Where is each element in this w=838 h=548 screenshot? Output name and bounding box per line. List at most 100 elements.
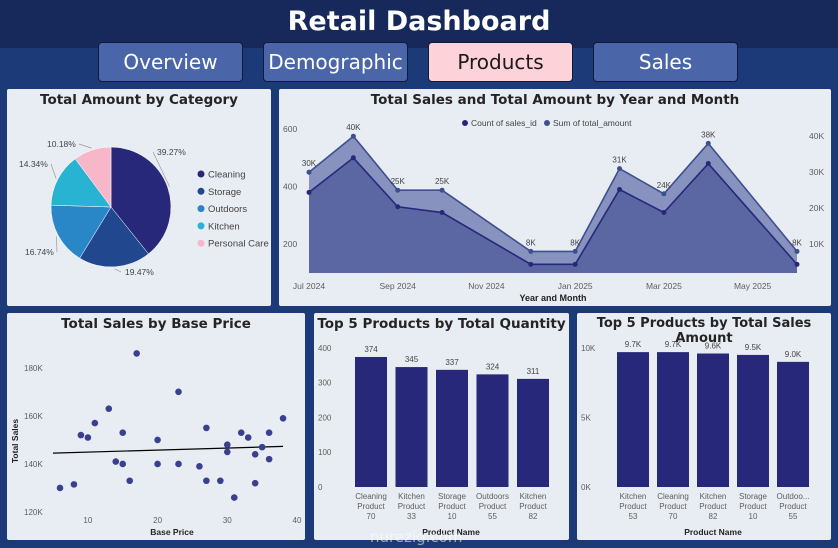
x-tick: Product bbox=[779, 502, 807, 511]
scatter-point bbox=[265, 455, 273, 463]
pie-leader-line bbox=[114, 268, 122, 273]
pie-data-label: 19.47% bbox=[125, 267, 154, 277]
x-tick: Product bbox=[438, 502, 466, 511]
scatter-point bbox=[175, 388, 182, 396]
x-tick: May 2025 bbox=[734, 281, 772, 291]
scatter-point bbox=[203, 424, 210, 432]
x-tick: Outdoo... bbox=[777, 492, 810, 501]
count-area bbox=[309, 157, 797, 273]
scatter-point bbox=[217, 477, 224, 485]
scatter-point bbox=[154, 460, 161, 468]
tab-overview[interactable]: Overview bbox=[98, 42, 243, 82]
bar-data-label: 9.7K bbox=[625, 340, 642, 349]
x-axis-label: Base Price bbox=[150, 527, 194, 537]
amount-point bbox=[439, 187, 445, 193]
trend-line bbox=[53, 445, 284, 454]
pie-slice bbox=[50, 158, 112, 208]
amount-point bbox=[528, 248, 534, 254]
amount-data-label: 24K bbox=[657, 181, 672, 190]
x-tick: Storage bbox=[739, 492, 768, 501]
x-tick: Product bbox=[357, 502, 385, 511]
pie-slice bbox=[50, 204, 112, 259]
y-tick: 120K bbox=[24, 508, 43, 517]
x-tick: 33 bbox=[407, 512, 416, 521]
amount-data-label: 25K bbox=[391, 177, 406, 186]
legend-marker bbox=[197, 170, 205, 178]
amount-point bbox=[395, 187, 401, 193]
scatter-point bbox=[84, 434, 92, 441]
scatter-point bbox=[105, 405, 113, 412]
bar bbox=[517, 378, 549, 487]
scatter-point bbox=[237, 429, 245, 437]
x-tick: Nov 2024 bbox=[468, 281, 505, 291]
x-tick: Kitchen bbox=[700, 492, 727, 501]
scatter-point bbox=[251, 479, 259, 487]
bar bbox=[737, 354, 769, 487]
tab-demographic[interactable]: Demographic bbox=[263, 42, 408, 82]
scatter-point bbox=[203, 477, 210, 485]
amount-data-label: 8K bbox=[792, 238, 802, 247]
y-tick: 200 bbox=[318, 413, 332, 422]
legend-label: Personal Care bbox=[208, 239, 269, 250]
quantity-chart-title: Top 5 Products by Total Quantity bbox=[317, 316, 566, 332]
x-axis-label: Year and Month bbox=[519, 293, 586, 303]
amount-data-label: 30K bbox=[302, 159, 317, 168]
scatter-point bbox=[175, 460, 182, 468]
y-tick: 300 bbox=[318, 379, 332, 388]
x-tick: Outdoors bbox=[476, 492, 509, 501]
pie-leader-line bbox=[78, 143, 92, 149]
pie-data-label: 39.27% bbox=[157, 147, 186, 157]
y-right-tick: 10K bbox=[809, 239, 824, 249]
count-point bbox=[617, 186, 623, 192]
legend-marker bbox=[197, 239, 205, 247]
scatter-point bbox=[279, 414, 287, 422]
x-tick: Cleaning bbox=[355, 492, 387, 501]
x-tick: Jul 2024 bbox=[293, 281, 325, 291]
x-tick: 20 bbox=[153, 516, 162, 525]
top-sales-amount-panel: Top 5 Products by Total Sales Amount 0K 5… bbox=[577, 313, 831, 540]
tab-sales[interactable]: Sales bbox=[593, 42, 738, 82]
bar-data-label: 324 bbox=[486, 362, 500, 371]
scatter-point bbox=[56, 484, 64, 492]
amount-data-label: 8K bbox=[570, 238, 580, 247]
amount-point bbox=[306, 169, 312, 175]
x-axis-label: Product Name bbox=[422, 527, 480, 537]
y-tick: 400 bbox=[318, 344, 332, 353]
amount-point bbox=[794, 248, 800, 254]
pie-leader-line bbox=[152, 151, 170, 187]
x-tick: 70 bbox=[669, 512, 678, 521]
header-band bbox=[0, 0, 838, 48]
scatter-point bbox=[154, 436, 161, 444]
x-tick: Kitchen bbox=[520, 492, 547, 501]
x-tick: 55 bbox=[488, 512, 497, 521]
amount-point bbox=[572, 248, 578, 254]
y-tick: 160K bbox=[24, 412, 43, 421]
amount-data-label: 38K bbox=[701, 130, 716, 139]
count-point bbox=[661, 210, 667, 216]
scatter-chart: 120K 140K 160K 180K 10 20 30 40 Base Price Total … bbox=[10, 350, 302, 537]
x-tick: Product bbox=[519, 502, 547, 511]
x-tick: Product bbox=[398, 502, 426, 511]
bar-data-label: 345 bbox=[405, 355, 419, 364]
scatter-point bbox=[112, 458, 120, 465]
x-tick: 53 bbox=[629, 512, 638, 521]
scatter-point bbox=[196, 463, 203, 470]
scatter-point bbox=[126, 477, 134, 485]
amount-data-label: 40K bbox=[346, 123, 361, 132]
x-tick: Cleaning bbox=[657, 492, 689, 501]
x-tick: 10 bbox=[83, 516, 92, 525]
amount-data-label: 8K bbox=[526, 238, 536, 247]
scatter-point bbox=[119, 460, 127, 468]
y-tick: 100 bbox=[318, 448, 332, 457]
legend-marker bbox=[197, 187, 205, 195]
tab-products[interactable]: Products bbox=[428, 42, 573, 82]
scatter-point bbox=[230, 494, 238, 501]
bar-data-label: 9.0K bbox=[785, 350, 802, 359]
x-tick: Product bbox=[479, 502, 507, 511]
legend-label: Count of sales_id bbox=[471, 118, 537, 128]
scatter-point bbox=[244, 434, 252, 441]
count-point bbox=[705, 161, 711, 167]
x-tick: 40 bbox=[293, 516, 302, 525]
x-tick: Product bbox=[739, 502, 767, 511]
